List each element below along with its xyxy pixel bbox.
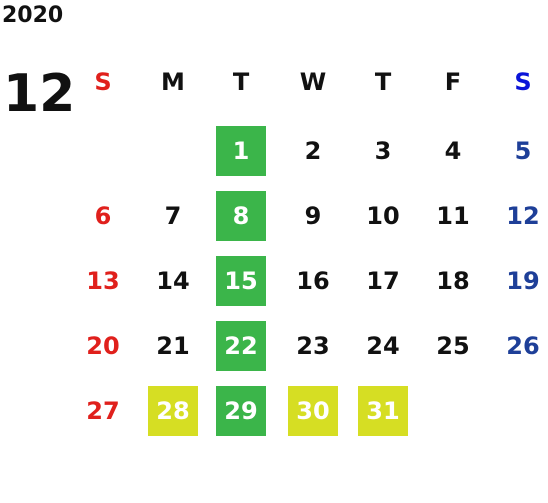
weekday: T [232,68,250,96]
highlighted-day: 28 [148,386,198,436]
day: 10 [366,202,400,230]
highlighted-day: 29 [216,386,266,436]
weekday: W [299,68,327,96]
day: 23 [296,332,330,360]
day: 27 [86,397,120,425]
weekday: F [444,68,462,96]
weekday: S [94,68,112,96]
day: 17 [366,267,400,295]
day: 13 [86,267,120,295]
weekday: T [374,68,392,96]
day: 3 [374,137,392,165]
day: 19 [506,267,540,295]
highlighted-day: 31 [358,386,408,436]
highlighted-day: 8 [216,191,266,241]
weekday: M [161,68,185,96]
day: 9 [304,202,322,230]
highlighted-day: 15 [216,256,266,306]
highlighted-day: 22 [216,321,266,371]
day: 24 [366,332,400,360]
day: 20 [86,332,120,360]
day: 6 [94,202,112,230]
year: 2020 [2,3,64,28]
day: 25 [436,332,470,360]
day: 18 [436,267,470,295]
day: 7 [164,202,182,230]
day: 12 [506,202,540,230]
day: 14 [156,267,190,295]
day: 16 [296,267,330,295]
day: 5 [514,137,532,165]
highlighted-day: 30 [288,386,338,436]
weekday: S [514,68,532,96]
day: 11 [436,202,470,230]
highlighted-day: 1 [216,126,266,176]
month: 12 [3,64,76,124]
day: 4 [444,137,462,165]
day: 2 [304,137,322,165]
day: 21 [156,332,190,360]
day: 26 [506,332,540,360]
